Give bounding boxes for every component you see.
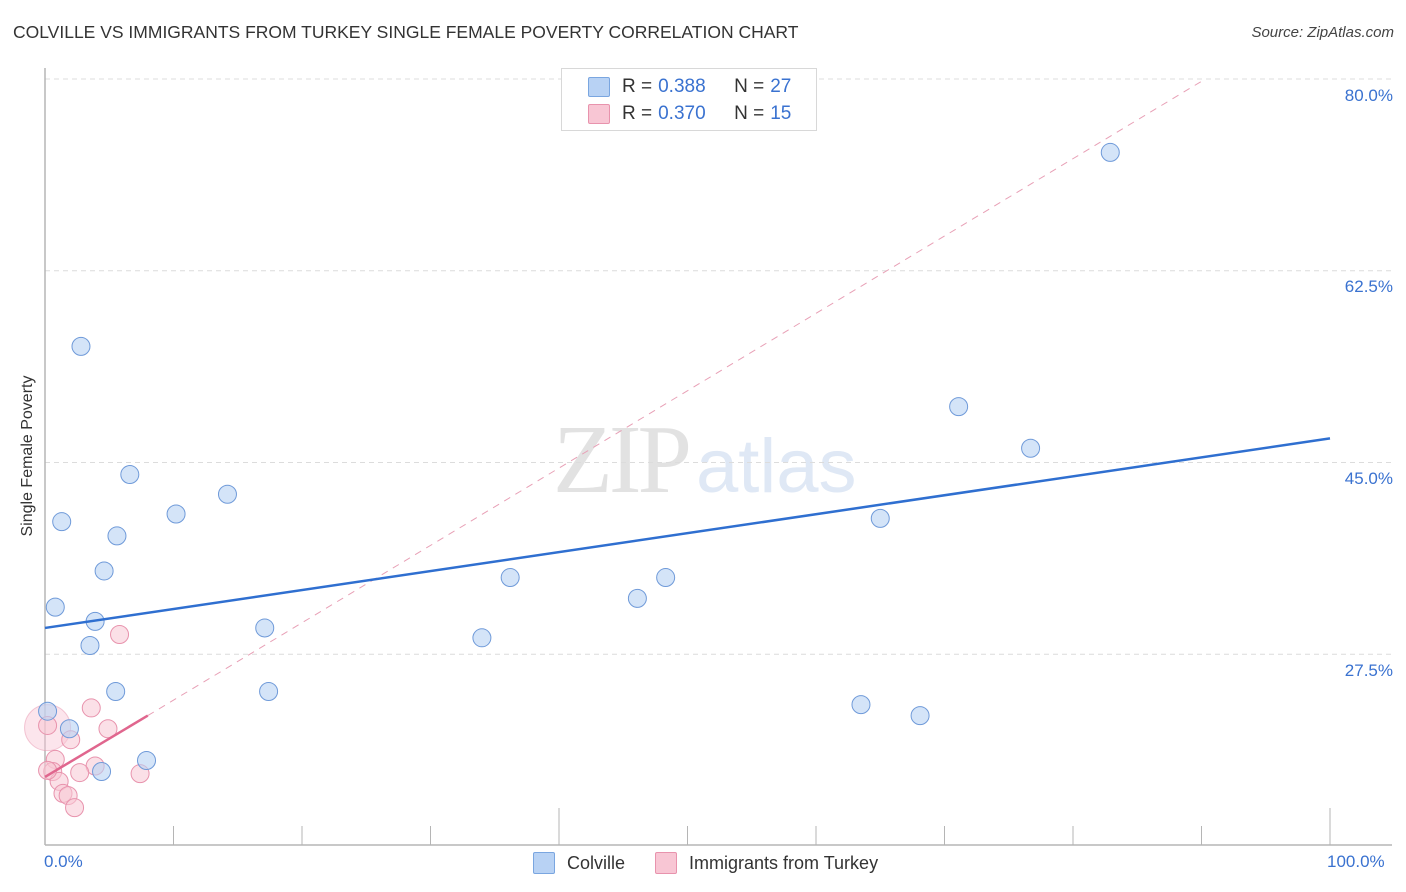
legend-n-label: N =	[734, 76, 765, 97]
colville-point	[656, 568, 676, 588]
legend-label-colville: Colville	[567, 852, 626, 873]
colville-point	[910, 706, 930, 726]
source-label: Source: ZipAtlas.com	[1251, 24, 1394, 41]
legend-item-turkey[interactable]: Immigrants from Turkey	[655, 852, 878, 874]
turkey-swatch-icon	[655, 852, 678, 874]
legend-r-value: 0.370	[658, 103, 706, 124]
colville-point	[949, 397, 969, 417]
colville-point	[472, 628, 492, 648]
y-tick-80: 80.0%	[1344, 86, 1393, 105]
colville-point	[217, 484, 237, 504]
colville-point	[106, 681, 126, 701]
colville-point	[45, 597, 65, 617]
colville-point	[107, 526, 127, 546]
turkey-point	[65, 798, 85, 818]
turkey-swatch-icon	[588, 104, 610, 124]
colville-point	[92, 761, 112, 781]
y-axis-label: Single Female Poverty	[19, 375, 36, 537]
colville-point	[38, 701, 58, 721]
legend-n-label: N =	[734, 103, 765, 124]
legend-r-value: 0.388	[658, 76, 706, 97]
colville-point	[500, 568, 520, 588]
y-tick-45: 45.0%	[1344, 469, 1393, 488]
colville-point	[52, 512, 72, 532]
watermark: ZIP atlas	[553, 402, 857, 516]
colville-point	[71, 336, 91, 356]
turkey-point	[70, 763, 90, 783]
watermark-atlas: atlas	[696, 424, 857, 509]
turkey-point	[98, 719, 118, 739]
colville-point	[80, 635, 100, 655]
legend-item-colville[interactable]: Colville	[533, 852, 625, 874]
x-tick-100: 100.0%	[1327, 852, 1385, 871]
series-legend: Colville Immigrants from Turkey	[533, 852, 908, 874]
legend-row-colville: R = 0.388 N = 27	[588, 75, 791, 99]
colville-point	[870, 508, 890, 528]
colville-point	[1021, 438, 1041, 458]
x-tick-0: 0.0%	[44, 852, 83, 871]
correlation-legend: R = 0.388 N = 27 R = 0.370 N = 15	[561, 68, 817, 131]
turkey-point	[110, 625, 130, 645]
colville-point	[137, 751, 157, 771]
colville-swatch-icon	[588, 77, 610, 97]
turkey-point	[81, 698, 101, 718]
colville-swatch-icon	[533, 852, 555, 874]
legend-r-label: R =	[622, 76, 653, 97]
chart-title: COLVILLE VS IMMIGRANTS FROM TURKEY SINGL…	[13, 22, 799, 42]
legend-n-value: 27	[770, 76, 792, 97]
colville-point	[255, 618, 275, 638]
turkey-trendline-extension	[147, 78, 1206, 717]
watermark-zip: ZIP	[553, 406, 692, 514]
legend-r-label: R =	[622, 103, 653, 124]
legend-n-value: 15	[770, 103, 792, 124]
colville-point	[259, 681, 279, 701]
colville-point	[1100, 142, 1120, 162]
colville-point	[59, 719, 79, 739]
y-tick-62-5: 62.5%	[1344, 277, 1393, 296]
y-tick-27-5: 27.5%	[1344, 661, 1393, 680]
legend-label-turkey: Immigrants from Turkey	[689, 852, 879, 873]
colville-point	[166, 504, 186, 524]
colville-point	[120, 465, 140, 485]
colville-point	[627, 588, 647, 608]
turkey-trendline	[44, 714, 149, 779]
legend-row-turkey: R = 0.370 N = 15	[588, 102, 791, 126]
colville-point	[851, 695, 871, 715]
colville-point	[94, 561, 114, 581]
colville-trendline	[44, 437, 1331, 630]
